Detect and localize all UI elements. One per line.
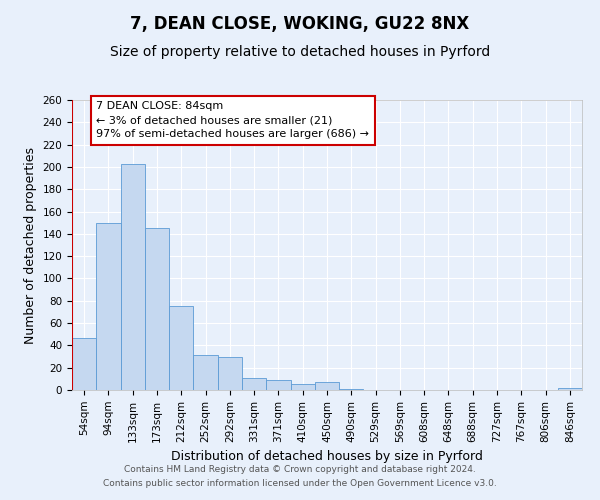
- Bar: [169, 306, 193, 390]
- Bar: [218, 356, 242, 390]
- Bar: [242, 378, 266, 390]
- Y-axis label: Number of detached properties: Number of detached properties: [24, 146, 37, 344]
- Bar: [96, 222, 121, 390]
- Bar: [315, 382, 339, 390]
- Bar: [145, 228, 169, 390]
- Bar: [266, 380, 290, 390]
- Text: Size of property relative to detached houses in Pyrford: Size of property relative to detached ho…: [110, 45, 490, 59]
- Bar: [72, 338, 96, 390]
- Bar: [558, 388, 582, 390]
- Bar: [290, 384, 315, 390]
- Text: Contains HM Land Registry data © Crown copyright and database right 2024.
Contai: Contains HM Land Registry data © Crown c…: [103, 466, 497, 487]
- Bar: [121, 164, 145, 390]
- X-axis label: Distribution of detached houses by size in Pyrford: Distribution of detached houses by size …: [171, 450, 483, 463]
- Text: 7 DEAN CLOSE: 84sqm
← 3% of detached houses are smaller (21)
97% of semi-detache: 7 DEAN CLOSE: 84sqm ← 3% of detached hou…: [96, 101, 369, 139]
- Text: 7, DEAN CLOSE, WOKING, GU22 8NX: 7, DEAN CLOSE, WOKING, GU22 8NX: [130, 15, 470, 33]
- Bar: [193, 356, 218, 390]
- Bar: [339, 389, 364, 390]
